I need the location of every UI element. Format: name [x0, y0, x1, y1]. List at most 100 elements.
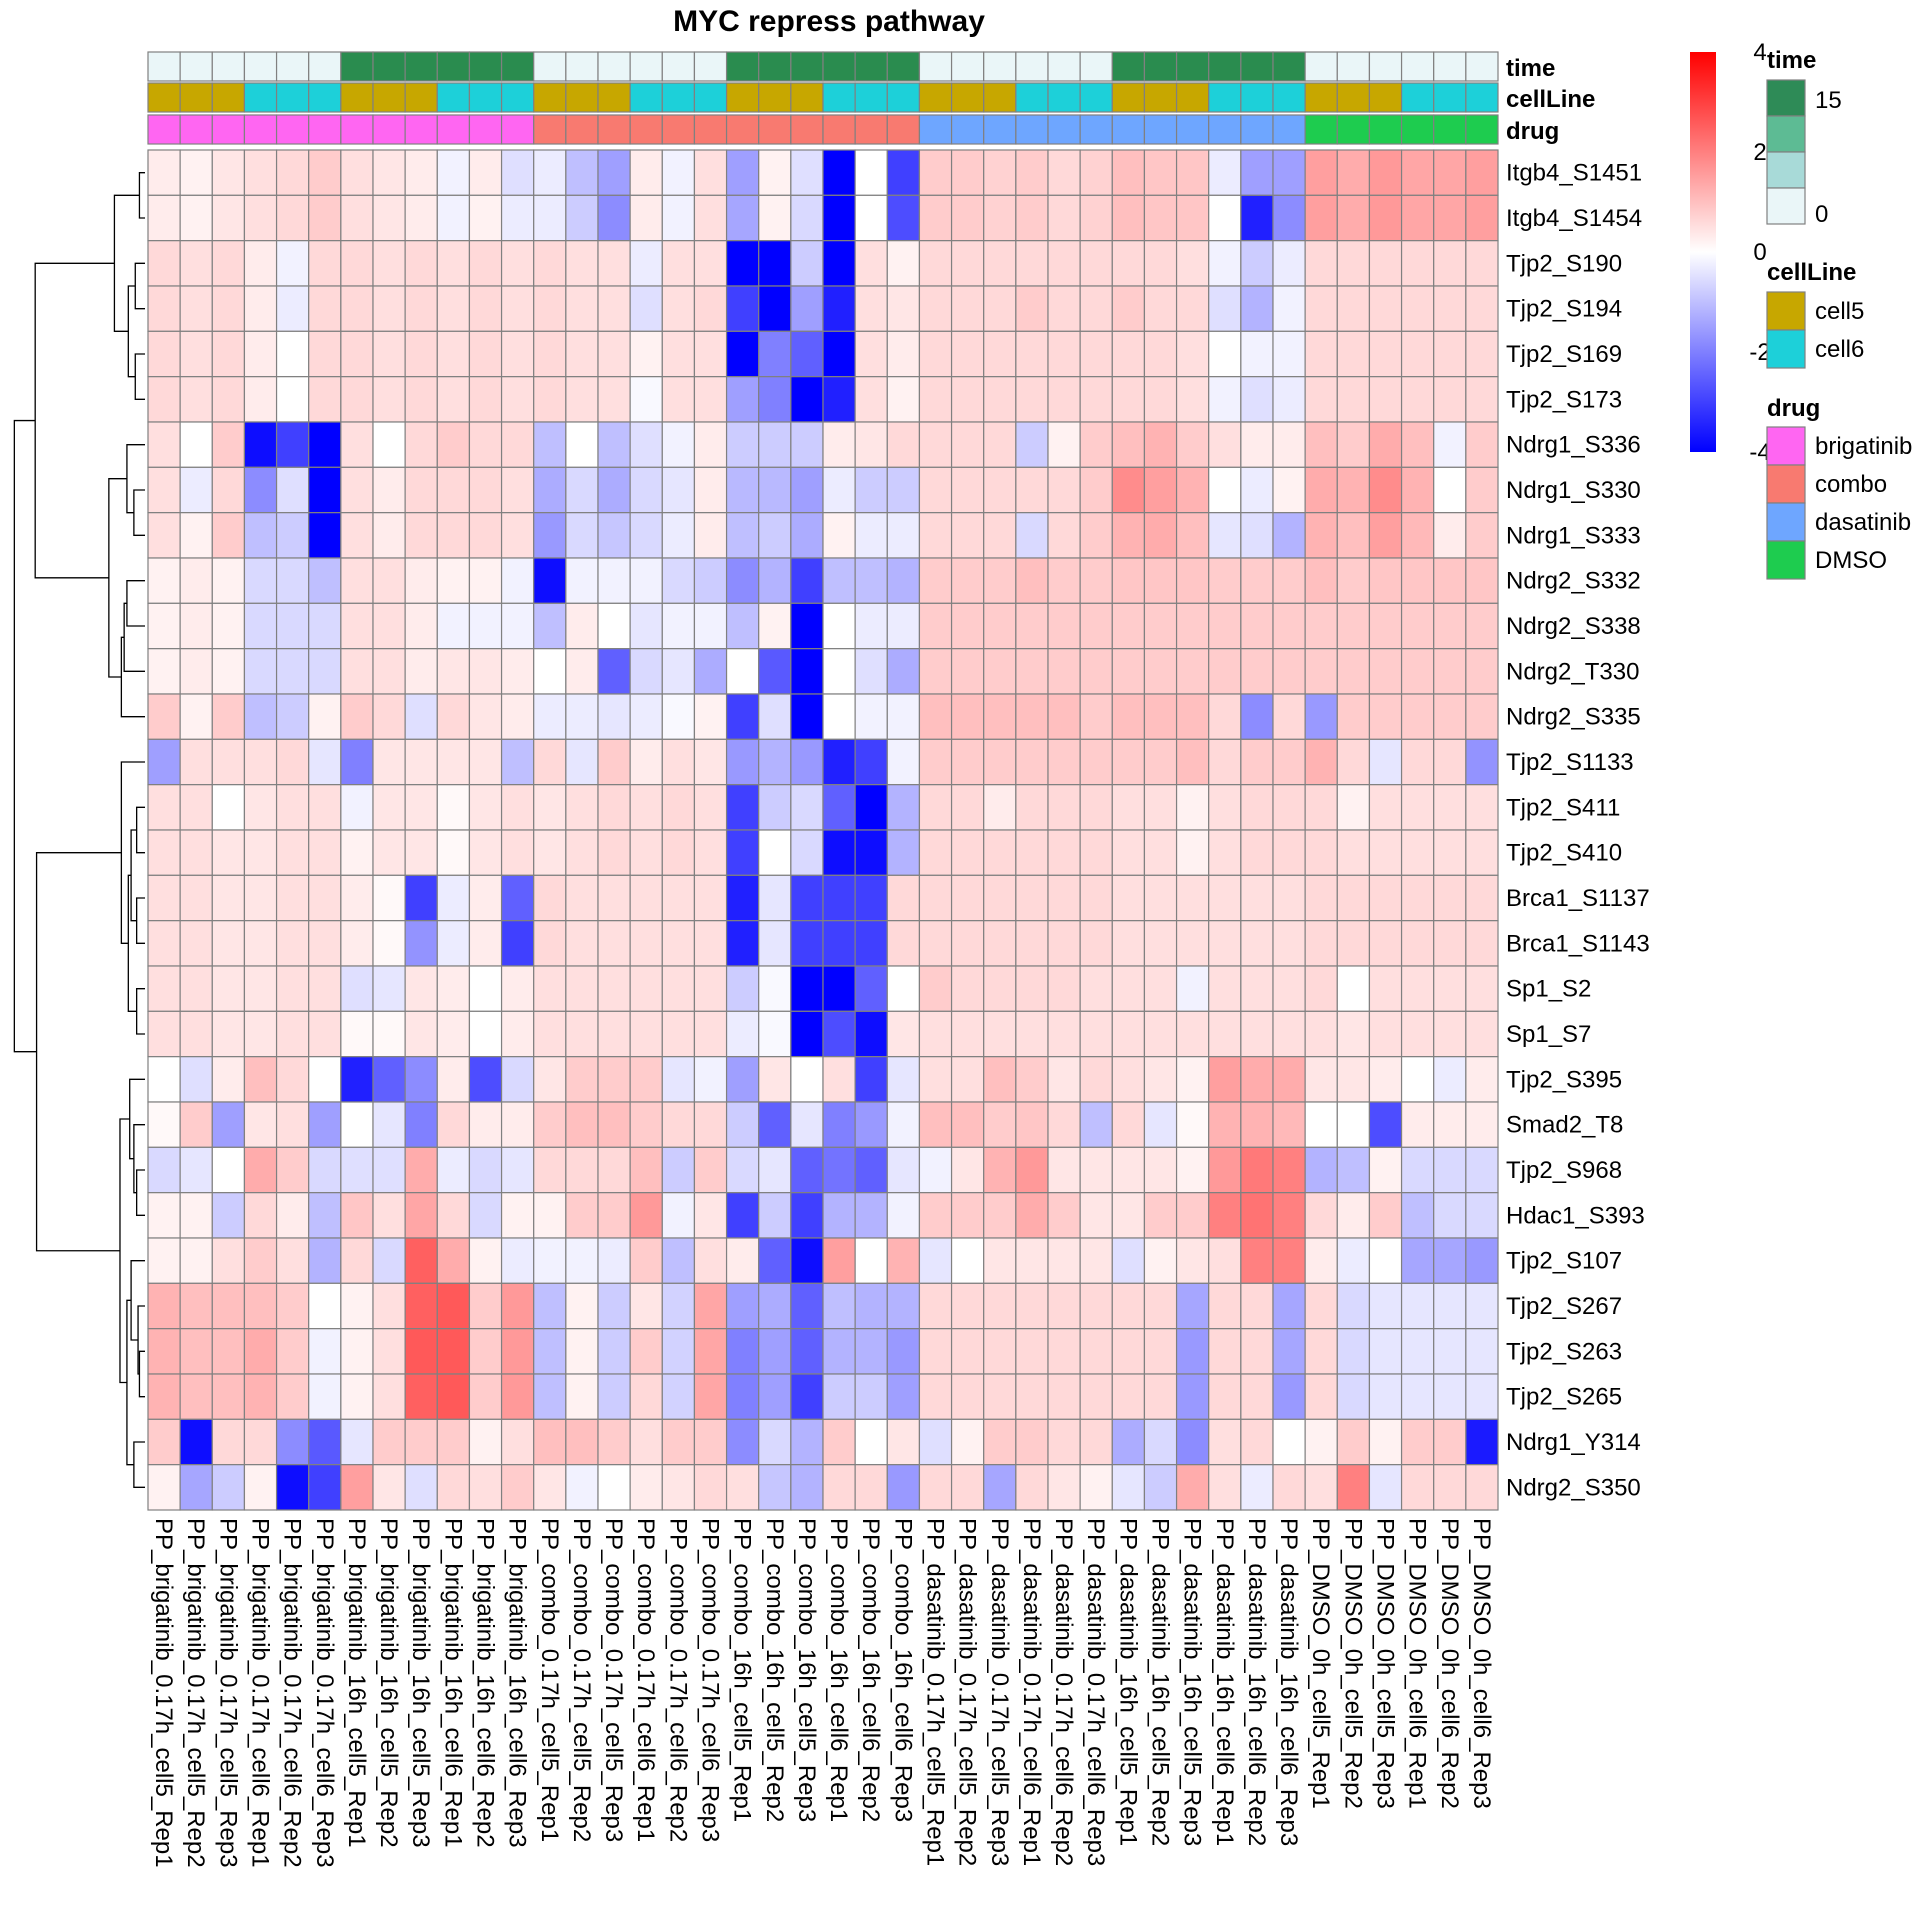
heatmap-cell: [243, 1146, 278, 1194]
heatmap-cell: [179, 829, 213, 876]
heatmap-cell: [758, 240, 792, 287]
heatmap-cell: [950, 421, 985, 468]
heatmap-cell: [1272, 149, 1306, 196]
heatmap-cell: [308, 1192, 342, 1239]
heatmap-cell: [1015, 194, 1049, 242]
cellline-annotation-cell: [340, 82, 374, 113]
heatmap-cell: [500, 1328, 535, 1375]
heatmap-cell: [1240, 648, 1274, 695]
heatmap-cell: [725, 965, 760, 1012]
heatmap-cell: [758, 1146, 792, 1194]
heatmap-cell: [758, 194, 792, 242]
heatmap-cell: [308, 920, 342, 967]
heatmap-cell: [340, 1192, 374, 1239]
heatmap-cell: [211, 829, 246, 876]
heatmap-cell: [1111, 693, 1146, 740]
row-label: Ndrg1_Y314: [1506, 1429, 1641, 1456]
column-label: PP_brigatinib_0.17h_cell6_Rep1: [247, 1518, 274, 1868]
heatmap-cell: [854, 1237, 888, 1284]
heatmap-cell: [1400, 1373, 1435, 1420]
heatmap-cell: [1079, 512, 1113, 559]
heatmap-cell: [404, 1373, 438, 1420]
row-label: Tjp2_S107: [1506, 1248, 1622, 1275]
heatmap-cell: [1047, 738, 1081, 786]
heatmap-cell: [565, 1418, 599, 1466]
cellline-annotation-cell: [500, 82, 535, 113]
heatmap-cell: [404, 1192, 438, 1239]
row-label: Tjp2_S173: [1506, 386, 1622, 413]
heatmap-cell: [1368, 1192, 1403, 1239]
heatmap-cell: [1015, 1282, 1049, 1330]
heatmap-cell: [147, 1056, 181, 1103]
time-annotation-cell: [179, 51, 213, 82]
row-label: Brca1_S1143: [1506, 930, 1650, 957]
heatmap-cell: [1047, 194, 1081, 242]
heatmap-cell: [179, 557, 213, 604]
heatmap-cell: [1208, 829, 1242, 876]
heatmap-cell: [500, 829, 535, 876]
heatmap-cell: [983, 874, 1017, 922]
heatmap-cell: [1047, 1101, 1081, 1148]
heatmap-cell: [275, 240, 310, 287]
heatmap-cell: [1208, 1237, 1242, 1284]
heatmap-cell: [533, 1237, 567, 1284]
heatmap-cell: [1175, 1146, 1210, 1194]
heatmap-cell: [340, 240, 374, 287]
heatmap-cell: [1079, 648, 1113, 695]
heatmap-cell: [1336, 965, 1371, 1012]
heatmap-cell: [1111, 1146, 1146, 1194]
heatmap-cell: [597, 1464, 631, 1511]
heatmap-cell: [790, 1192, 824, 1239]
heatmap-cell: [950, 874, 985, 922]
heatmap-cell: [565, 512, 599, 559]
heatmap-cell: [1047, 693, 1081, 740]
cellline-annotation-cell: [1368, 82, 1403, 113]
heatmap-cell: [436, 421, 471, 468]
heatmap-cell: [468, 648, 503, 695]
heatmap-cell: [179, 1146, 213, 1194]
heatmap-cell: [1304, 240, 1338, 287]
drug-annotation-cell: [404, 114, 438, 145]
heatmap-cell: [308, 784, 342, 831]
heatmap-cell: [500, 240, 535, 287]
heatmap-cell: [758, 648, 792, 695]
heatmap-cell: [1336, 1328, 1371, 1375]
drug-annotation-cell: [1272, 114, 1306, 145]
heatmap-cell: [1079, 602, 1113, 650]
heatmap-cell: [372, 1056, 406, 1103]
heatmap-cell: [822, 1373, 856, 1420]
heatmap-cell: [886, 693, 921, 740]
heatmap-cell: [533, 784, 567, 831]
heatmap-cell: [1465, 330, 1499, 378]
heatmap-cell: [1304, 1282, 1338, 1330]
heatmap-cell: [243, 965, 278, 1012]
heatmap-cell: [661, 920, 696, 967]
heatmap-cell: [468, 285, 503, 332]
heatmap-cell: [243, 466, 278, 514]
heatmap-cell: [275, 1056, 310, 1103]
time-annotation-cell: [1111, 51, 1146, 82]
heatmap-cell: [1433, 1192, 1467, 1239]
heatmap-cell: [1368, 1237, 1403, 1284]
heatmap-cell: [1400, 421, 1435, 468]
cellline-annotation-cell: [533, 82, 567, 113]
heatmap-cell: [275, 466, 310, 514]
heatmap-cell: [1111, 920, 1146, 967]
heatmap-cell: [790, 1237, 824, 1284]
heatmap-cell: [597, 1328, 631, 1375]
heatmap-cell: [886, 1464, 921, 1511]
heatmap-cell: [661, 1418, 696, 1466]
heatmap-cell: [1143, 784, 1178, 831]
heatmap-cell: [275, 194, 310, 242]
heatmap-cell: [500, 512, 535, 559]
heatmap-cell: [468, 1373, 503, 1420]
heatmap-cell: [1272, 376, 1306, 423]
heatmap-cell: [854, 1464, 888, 1511]
heatmap-cell: [918, 1237, 953, 1284]
heatmap-cell: [308, 330, 342, 378]
heatmap-cell: [1272, 330, 1306, 378]
heatmap-cell: [436, 1373, 471, 1420]
heatmap-cell: [597, 602, 631, 650]
heatmap-cell: [533, 965, 567, 1012]
heatmap-cell: [1304, 784, 1338, 831]
